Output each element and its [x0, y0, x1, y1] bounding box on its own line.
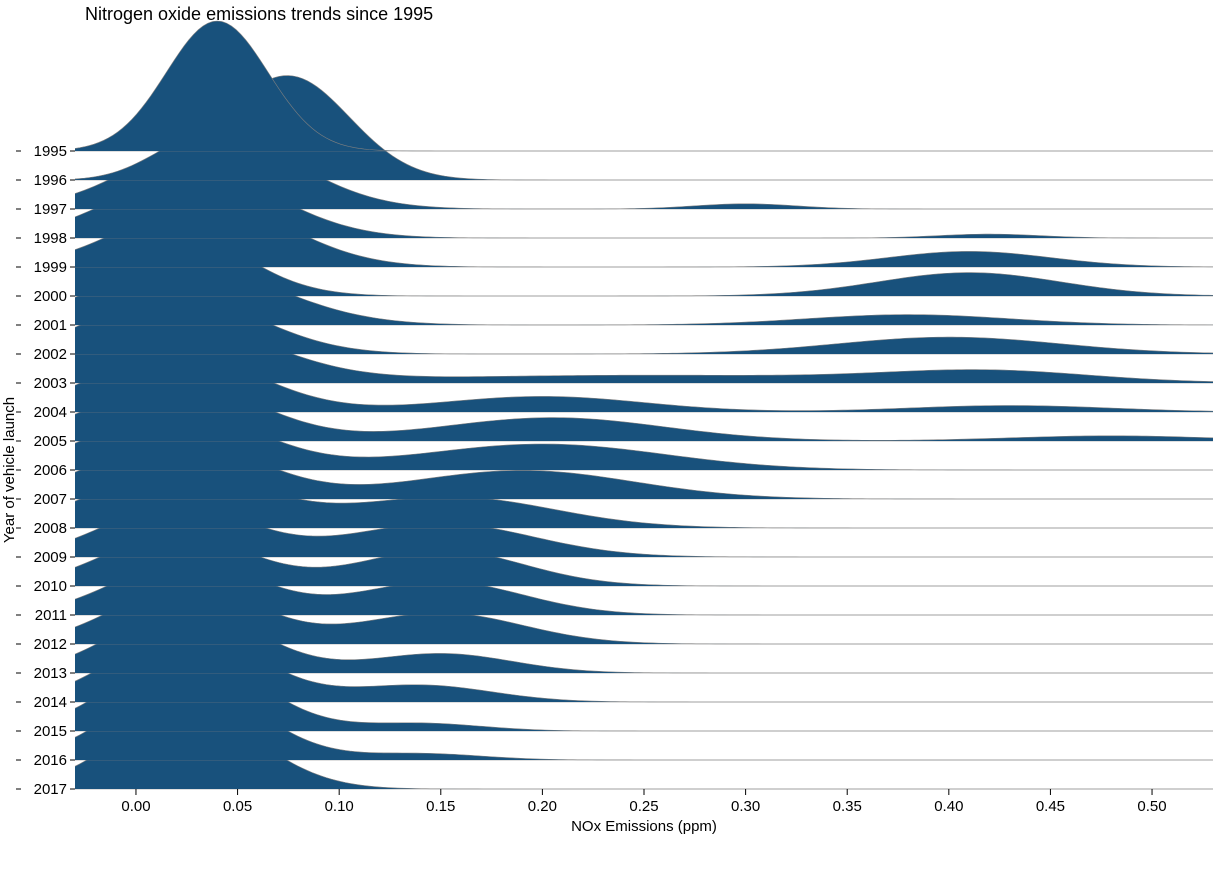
x-tick-label: 0.30: [731, 798, 760, 815]
ridge-fill: [75, 21, 1213, 151]
y-tick-label: 1996: [34, 172, 67, 189]
y-tick-label: 2010: [34, 578, 67, 595]
x-tick-label: 0.20: [528, 798, 557, 815]
x-tick-label: 0.35: [833, 798, 862, 815]
y-tick-label: 1999: [34, 259, 67, 276]
y-axis-label: Year of vehicle launch: [1, 397, 18, 543]
y-tick-label: 2008: [34, 520, 67, 537]
x-tick-label: 0.40: [934, 798, 963, 815]
x-tick-label: 0.05: [223, 798, 252, 815]
chart-title: Nitrogen oxide emissions trends since 19…: [85, 4, 433, 24]
x-tick-label: 0.00: [121, 798, 150, 815]
y-tick-label: 2009: [34, 549, 67, 566]
y-tick-label: 2013: [34, 665, 67, 682]
ridgeline-chart: Nitrogen oxide emissions trends since 19…: [0, 0, 1228, 871]
x-axis-label: NOx Emissions (ppm): [571, 818, 717, 835]
y-tick-label: 2005: [34, 433, 67, 450]
y-tick-label: 2015: [34, 723, 67, 740]
y-tick-label: 2001: [34, 317, 67, 334]
y-tick-label: 1997: [34, 201, 67, 218]
y-tick-label: 2017: [34, 781, 67, 798]
x-tick-label: 0.45: [1036, 798, 1065, 815]
y-tick-label: 2004: [34, 404, 67, 421]
y-tick-label: 2006: [34, 462, 67, 479]
x-tick-label: 0.15: [426, 798, 455, 815]
y-tick-label: 2000: [34, 288, 67, 305]
chart-svg: Nitrogen oxide emissions trends since 19…: [0, 0, 1228, 871]
x-tick-label: 0.25: [629, 798, 658, 815]
y-tick-label: 2011: [35, 607, 67, 624]
y-tick-label: 1995: [34, 143, 67, 160]
y-tick-label: 2012: [34, 636, 67, 653]
y-tick-label: 2014: [34, 694, 67, 711]
y-tick-label: 1998: [34, 230, 67, 247]
y-tick-label: 2002: [34, 346, 67, 363]
y-tick-label: 2003: [34, 375, 67, 392]
y-tick-label: 2007: [34, 491, 67, 508]
y-tick-label: 2016: [34, 752, 67, 769]
x-tick-label: 0.10: [325, 798, 354, 815]
x-tick-label: 0.50: [1137, 798, 1166, 815]
ridges-group: [75, 21, 1213, 789]
